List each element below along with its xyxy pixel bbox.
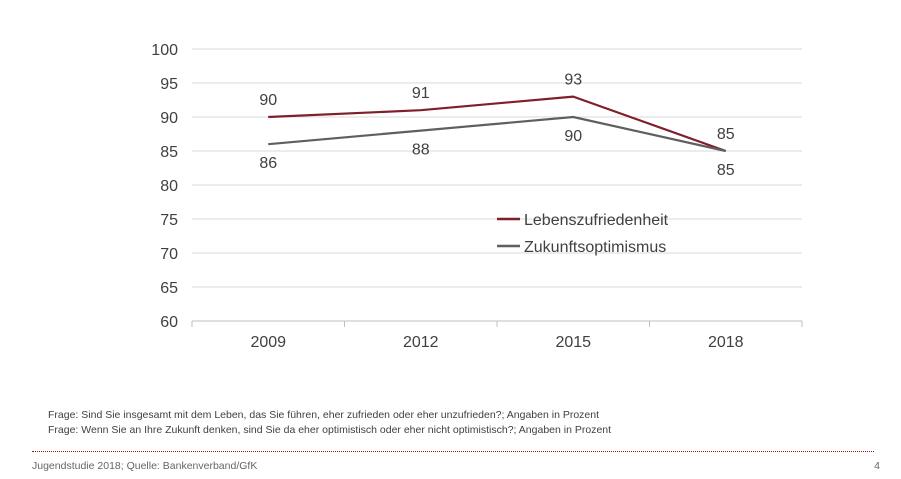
x-tick-label: 2009 (250, 334, 286, 351)
legend-label: Lebenszufriedenheit (524, 212, 669, 229)
footer-divider (32, 451, 874, 452)
data-label: 91 (412, 85, 430, 102)
data-label: 90 (564, 128, 582, 145)
x-tick-label: 2018 (708, 334, 744, 351)
x-tick-label: 2015 (555, 334, 591, 351)
data-label: 88 (412, 142, 430, 159)
y-tick-label: 80 (160, 178, 178, 195)
data-label: 93 (564, 72, 582, 89)
x-tick-label: 2012 (403, 334, 439, 351)
y-tick-label: 75 (160, 212, 178, 229)
gridlines (192, 48, 802, 288)
data-label: 85 (717, 162, 735, 179)
y-tick-label: 100 (151, 42, 178, 59)
series-line-lebenszufriedenheit (268, 95, 727, 153)
data-label: 86 (259, 155, 277, 172)
y-tick-label: 60 (160, 314, 178, 331)
x-axis: 2009 2012 2015 2018 (191, 320, 803, 351)
y-tick-label: 70 (160, 246, 178, 263)
y-tick-label: 95 (160, 76, 178, 93)
data-label: 90 (259, 92, 277, 109)
y-tick-label: 90 (160, 110, 178, 127)
footnote-question-2: Frage: Wenn Sie an Ihre Zukunft denken, … (48, 424, 612, 436)
footnote-question-1: Frage: Sind Sie insgesamt mit dem Leben,… (48, 409, 600, 421)
footer-source: Jugendstudie 2018; Quelle: Bankenverband… (32, 460, 258, 472)
y-tick-label: 65 (160, 280, 178, 297)
data-labels: 90 91 93 85 86 88 90 85 (259, 72, 734, 179)
series-lines (268, 95, 727, 153)
y-tick-label: 85 (160, 144, 178, 161)
series-line-zukunftsoptimismus (268, 115, 726, 153)
data-label: 85 (717, 126, 735, 143)
legend-label: Zukunftsoptimismus (524, 239, 666, 256)
page-number: 4 (874, 460, 880, 472)
y-axis: 60 65 70 75 80 85 90 95 100 (151, 42, 178, 331)
legend: Lebenszufriedenheit Zukunftsoptimismus (497, 212, 669, 256)
